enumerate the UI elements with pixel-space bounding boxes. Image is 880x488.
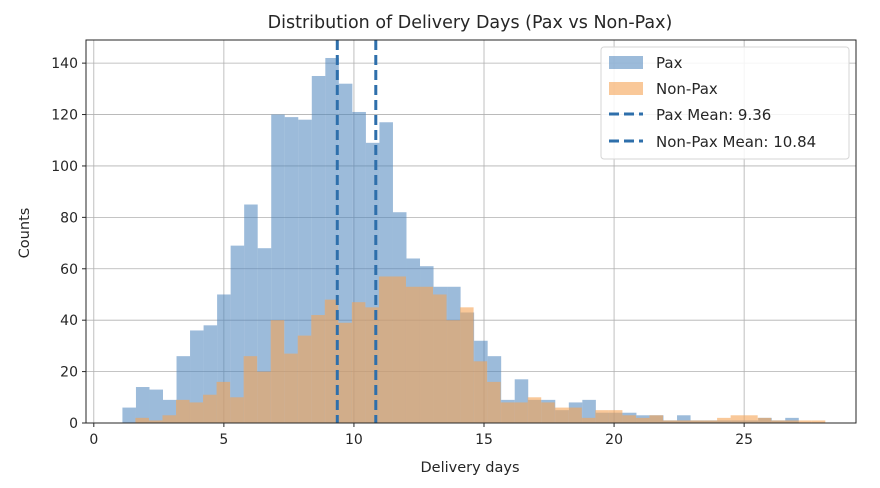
y-axis-label: Counts	[17, 208, 33, 259]
pax-bar	[582, 399, 596, 423]
non-pax-bar	[690, 420, 704, 423]
y-tick-label: 80	[60, 210, 78, 226]
non-pax-bar	[297, 335, 312, 423]
non-pax-bar	[270, 320, 285, 423]
non-pax-bar	[757, 417, 772, 423]
y-tick-label: 140	[51, 56, 78, 72]
pax-bar	[190, 330, 204, 423]
non-pax-bar	[433, 294, 447, 423]
non-pax-bar	[378, 276, 393, 423]
pax-bar	[230, 245, 245, 423]
y-tick-label: 40	[60, 313, 78, 329]
non-pax-bar	[148, 420, 163, 423]
non-pax-bar	[771, 420, 785, 423]
non-pax-bar	[487, 381, 501, 423]
non-pax-bar	[514, 402, 528, 423]
non-pax-bar	[730, 415, 745, 423]
chart-title: Distribution of Delivery Days (Pax vs No…	[268, 13, 673, 33]
legend-label-non-pax-mean: Non-Pax Mean: 10.84	[656, 133, 816, 151]
non-pax-bar	[608, 410, 623, 423]
non-pax-bar	[284, 353, 298, 423]
pax-bar	[149, 389, 163, 423]
x-tick-label: 5	[219, 432, 228, 448]
non-pax-bar	[351, 302, 366, 423]
non-pax-bar	[473, 361, 488, 423]
y-tick-label: 20	[60, 365, 78, 381]
legend-label-non-pax: Non-Pax	[656, 80, 718, 98]
non-pax-bar	[392, 276, 406, 423]
histogram-bars	[122, 57, 826, 424]
mean-lines	[335, 40, 378, 423]
legend-swatch-pax	[609, 56, 643, 69]
non-pax-bar	[717, 417, 731, 423]
non-pax-bar	[203, 394, 217, 423]
x-tick-label: 25	[735, 432, 753, 448]
x-tick-label: 0	[89, 432, 98, 448]
non-pax-bar	[216, 381, 231, 423]
non-pax-bar	[635, 417, 650, 423]
non-pax-bar	[811, 420, 826, 423]
non-pax-bar	[649, 415, 663, 423]
non-pax-bar	[581, 417, 596, 423]
non-pax-bar	[230, 397, 244, 423]
pax-bar	[122, 407, 136, 423]
x-axis-label: Delivery days	[420, 460, 519, 476]
legend-swatch-non-pax	[609, 82, 643, 95]
pax-bar	[677, 415, 691, 423]
pax-bar	[135, 387, 150, 423]
non-pax-bar	[460, 307, 474, 423]
plot-frame	[85, 39, 857, 424]
non-pax-bar	[500, 402, 515, 423]
legend-box	[600, 46, 850, 160]
non-pax-bar	[419, 286, 434, 423]
non-pax-bar	[446, 320, 461, 423]
y-tick-label: 0	[69, 416, 78, 432]
non-pax-bar	[135, 417, 149, 423]
legend-label-pax-mean: Pax Mean: 9.36	[656, 106, 771, 124]
non-pax-bar	[162, 415, 177, 423]
non-pax-bar	[176, 399, 190, 423]
non-pax-bar	[662, 420, 677, 423]
non-pax-bar	[798, 420, 812, 423]
y-axis-ticks: 0 20 40 60 80 100 120 140	[51, 56, 86, 432]
x-tick-label: 10	[345, 432, 363, 448]
non-pax-bar	[744, 415, 758, 423]
non-pax-bar	[595, 410, 609, 423]
non-pax-bar	[243, 356, 258, 423]
legend: Pax Non-Pax Pax Mean: 9.36 Non-Pax Mean:…	[600, 46, 850, 160]
non-pax-bar	[405, 286, 420, 423]
x-tick-label: 20	[605, 432, 623, 448]
non-pax-bar	[311, 315, 325, 423]
non-pax-bar	[554, 407, 569, 423]
non-pax-bar	[257, 371, 271, 423]
y-tick-label: 100	[51, 159, 78, 175]
non-pax-bar	[568, 407, 582, 423]
non-pax-bar	[676, 420, 691, 423]
non-pax-bar	[338, 322, 352, 423]
non-pax-bar	[541, 402, 555, 423]
non-pax-bar	[324, 299, 339, 423]
non-pax-bar	[527, 397, 542, 423]
x-axis-ticks: 0 5 10 15 20 25	[89, 423, 753, 448]
non-pax-bar	[189, 402, 204, 423]
legend-label-pax: Pax	[656, 54, 683, 72]
non-pax-bar	[784, 420, 799, 423]
pax-bar	[284, 117, 299, 423]
y-tick-label: 120	[51, 108, 78, 124]
non-pax-bar	[622, 415, 636, 423]
y-tick-label: 60	[60, 262, 78, 278]
x-tick-label: 15	[475, 432, 493, 448]
non-pax-bar	[703, 420, 718, 423]
